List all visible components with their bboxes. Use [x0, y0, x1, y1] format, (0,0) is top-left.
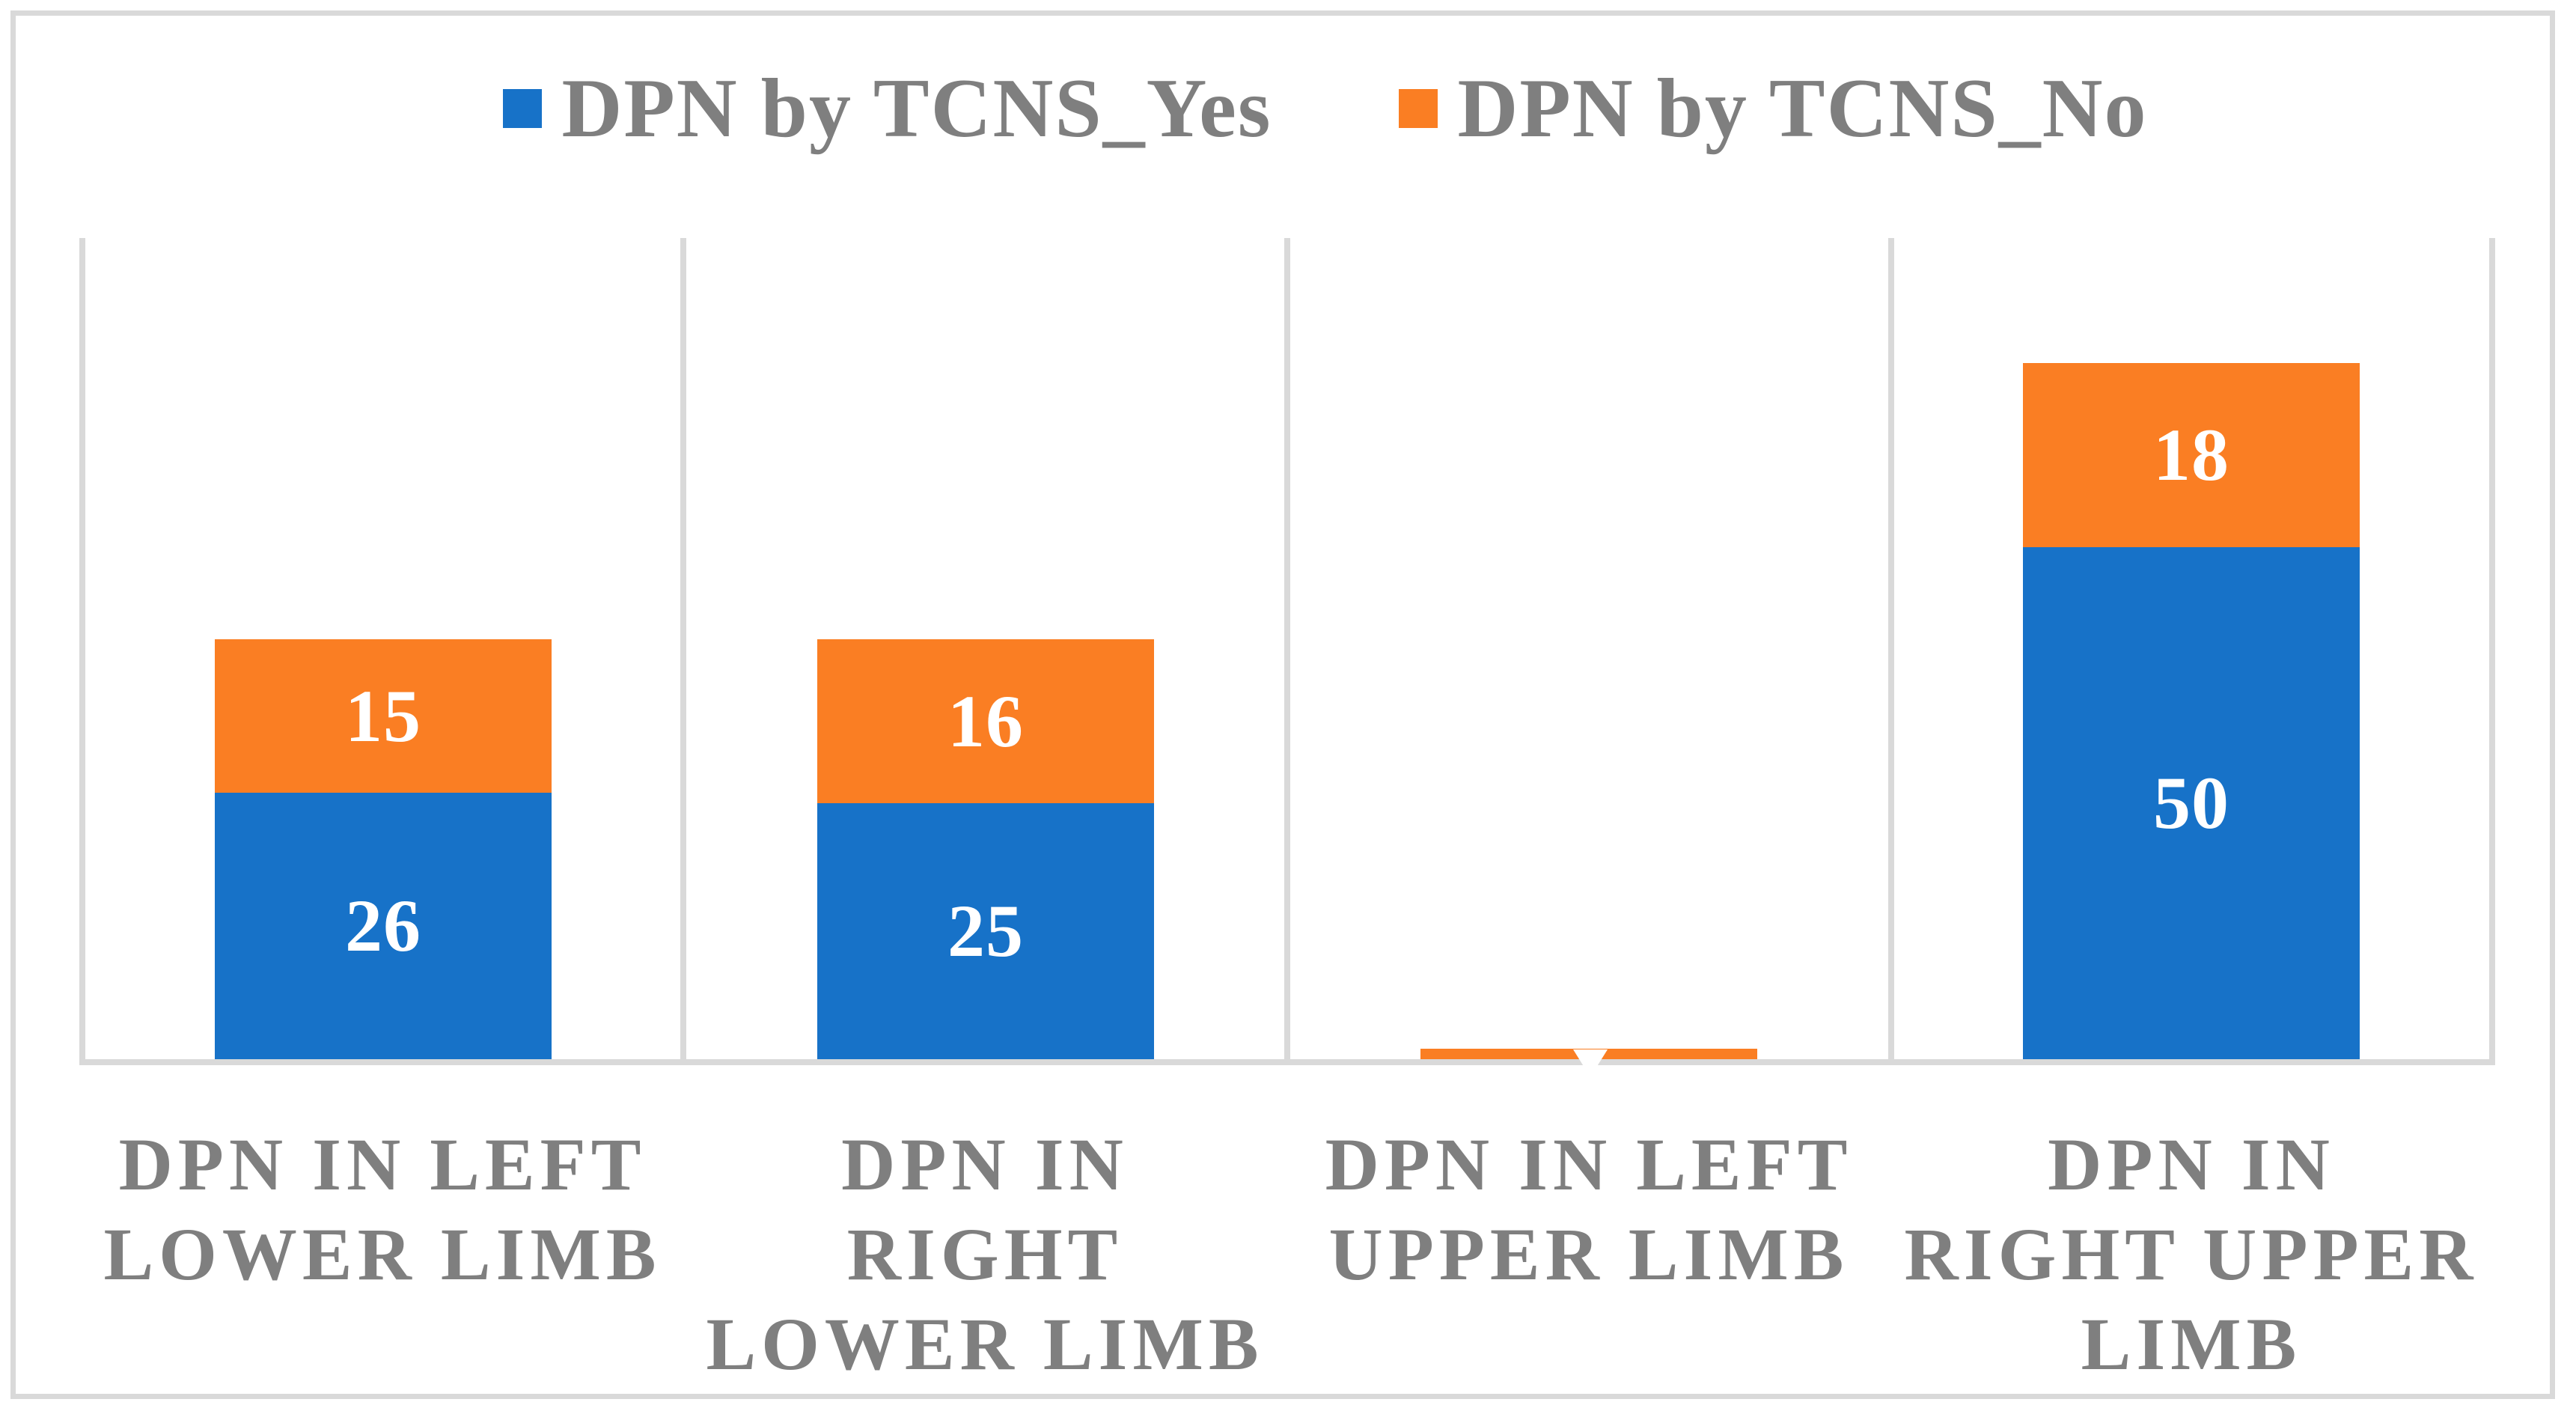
legend-item-tcns-no: DPN by TCNS_No	[1399, 67, 2147, 150]
segment-tcns-no-right-upper: 18	[2023, 362, 2360, 547]
data-label: 26	[345, 884, 421, 968]
category-label-right-upper-limb: DPN IN RIGHT UPPER LIMB	[1904, 1123, 2479, 1386]
data-label: 18	[2153, 412, 2229, 496]
legend: DPN by TCNS_Yes DPN by TCNS_No	[37, 60, 2576, 157]
data-label: 50	[2153, 761, 2229, 844]
legend-item-tcns-yes: DPN by TCNS_Yes	[503, 67, 1272, 150]
segment-tcns-yes-left-lower: 26	[215, 793, 552, 1059]
gridline	[680, 238, 686, 1065]
legend-marker-yes-icon	[503, 89, 543, 128]
gridline	[79, 238, 85, 1065]
gridline	[1888, 238, 1894, 1065]
data-label: 15	[345, 674, 421, 758]
category-label-left-upper-limb: DPN IN LEFT UPPER LIMB	[1325, 1123, 1853, 1296]
legend-marker-no-icon	[1399, 89, 1438, 128]
segment-tcns-yes-right-upper: 50	[2023, 547, 2360, 1059]
segment-tcns-no-right-lower: 16	[817, 639, 1154, 803]
gridline	[2489, 238, 2495, 1065]
legend-label-yes: DPN by TCNS_Yes	[561, 62, 1272, 155]
x-axis-line	[79, 1059, 2495, 1065]
segment-tcns-yes-right-lower: 25	[817, 803, 1154, 1059]
bar-dpn-right-upper-limb: 18 50	[2023, 362, 2360, 1059]
bar-dpn-right-lower-limb: 16 25	[817, 639, 1154, 1059]
segment-tcns-no-left-lower: 15	[215, 639, 552, 793]
gridline	[1284, 238, 1290, 1065]
category-label-right-lower-limb: DPN IN RIGHT LOWER LIMB	[706, 1123, 1264, 1386]
legend-label-no: DPN by TCNS_No	[1457, 62, 2148, 155]
data-label: 25	[947, 889, 1024, 972]
data-label: 16	[947, 679, 1024, 763]
bar-dpn-left-lower-limb: 15 26	[215, 639, 552, 1059]
category-label-left-lower-limb: DPN IN LEFT LOWER LIMB	[103, 1123, 662, 1296]
